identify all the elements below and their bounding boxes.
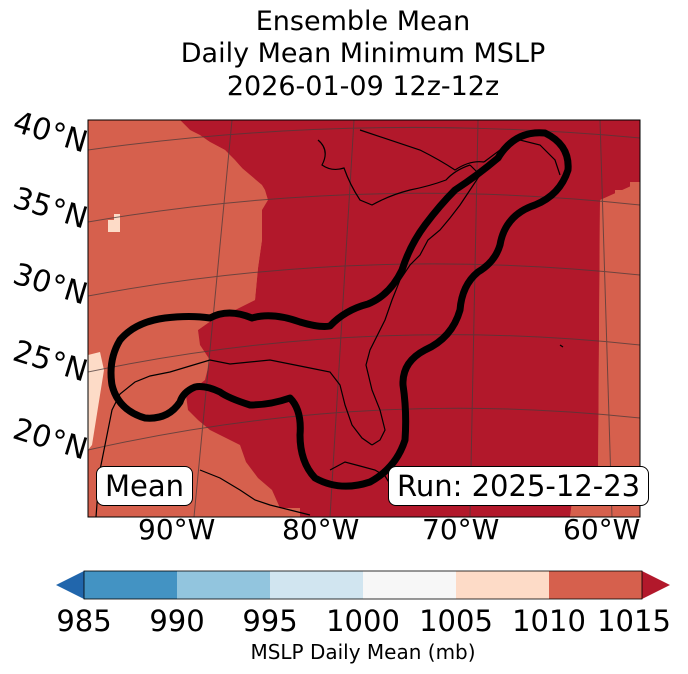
colorbar-label: MSLP Daily Mean (mb) <box>250 640 476 664</box>
colorbar-bin <box>84 571 178 599</box>
colorbar-extend-low <box>56 571 84 599</box>
colorbar-tick-1015: 1015 <box>597 604 671 638</box>
yucatan-coast <box>199 469 311 516</box>
colorbar-bin <box>270 571 364 599</box>
colorbar-tick-985: 985 <box>56 604 112 638</box>
cuba-outline <box>329 461 391 485</box>
lake-superior <box>359 129 485 171</box>
lon-label-90w: 90°W <box>138 513 216 546</box>
colorbar <box>56 570 670 600</box>
field-peach-spot-2 <box>114 214 120 222</box>
lon-label-80w: 80°W <box>282 513 360 546</box>
map-field <box>88 120 640 517</box>
gridline-lon-70 <box>469 120 479 517</box>
east-coast <box>365 164 481 446</box>
gridline-lat-20 <box>88 407 640 451</box>
field-medium-red-se <box>570 182 640 517</box>
map-frame <box>87 119 641 518</box>
gridline-lat-25 <box>88 334 640 373</box>
gridline-lat-35 <box>88 192 640 223</box>
maritimes-coast <box>483 139 561 176</box>
great-lakes-outline <box>317 139 471 206</box>
title-line-1: Ensemble Mean <box>255 6 471 37</box>
colorbar-tick-1005: 1005 <box>419 604 493 638</box>
colorbar-bin <box>363 571 457 599</box>
colorbar-bin <box>549 571 643 599</box>
gridline-lat-40 <box>88 126 640 151</box>
mslp-contour <box>107 129 572 490</box>
colorbar-bin <box>456 571 550 599</box>
colorbar-tick-1010: 1010 <box>512 604 586 638</box>
lon-label-70w: 70°W <box>422 513 500 546</box>
field-light-left <box>88 120 262 360</box>
field-peach-spot <box>108 220 120 232</box>
colorbar-frame <box>83 570 643 600</box>
colorbar-tick-995: 995 <box>242 604 298 638</box>
gridline-lat-30 <box>88 263 640 297</box>
title-line-2: Daily Mean Minimum MSLP <box>180 38 546 69</box>
title-line-3: 2026-01-09 12z-12z <box>226 71 500 102</box>
colorbar-tick-990: 990 <box>149 604 205 638</box>
run-date-box: Run: 2025-12-23 <box>388 466 650 506</box>
colorbar-tick-1000: 1000 <box>326 604 400 638</box>
colorbar-bin <box>177 571 271 599</box>
gulf-coast <box>95 359 373 517</box>
field-dark-red <box>180 120 640 517</box>
gridline-lon-60 <box>599 120 613 517</box>
colorbar-extend-high <box>642 571 670 599</box>
coastlines <box>95 129 564 517</box>
mean-label-box: Mean <box>96 466 194 506</box>
colorbar-bins <box>84 571 643 599</box>
lon-label-60w: 60°W <box>563 513 641 546</box>
bermuda <box>559 344 564 348</box>
field-peach <box>88 352 104 450</box>
